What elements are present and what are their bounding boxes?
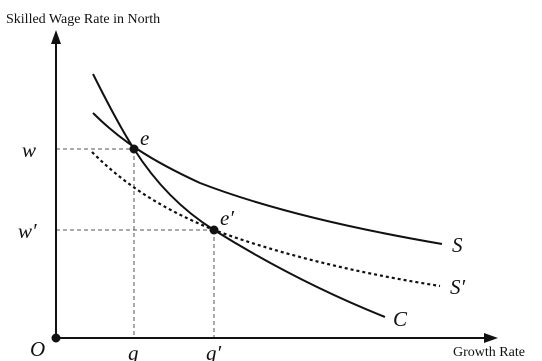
y-axis-title: Skilled Wage Rate in North [6, 12, 160, 27]
x-axis-title: Growth Rate [453, 345, 525, 360]
curve-C-label: C [393, 307, 408, 331]
point-e-label: e [140, 126, 149, 150]
y-tick-w: w [22, 138, 36, 162]
curve-S [92, 112, 443, 245]
y-tick-w-prime: w′ [18, 219, 37, 243]
x-tick-g-prime: g′ [206, 341, 222, 361]
point-e-marker [129, 144, 139, 154]
y-axis-arrowhead [51, 30, 61, 44]
point-e-prime-marker [209, 225, 219, 235]
curve-S-prime-label: S′ [450, 275, 466, 299]
x-axis-arrowhead [484, 333, 498, 343]
curve-S-label: S [452, 233, 463, 257]
curve-C [92, 73, 386, 318]
x-tick-g: g [128, 341, 139, 361]
point-e-prime-label: e′ [220, 206, 234, 230]
origin-point [51, 333, 61, 343]
origin-label: O [30, 337, 45, 361]
curve-S-prime [91, 151, 441, 288]
